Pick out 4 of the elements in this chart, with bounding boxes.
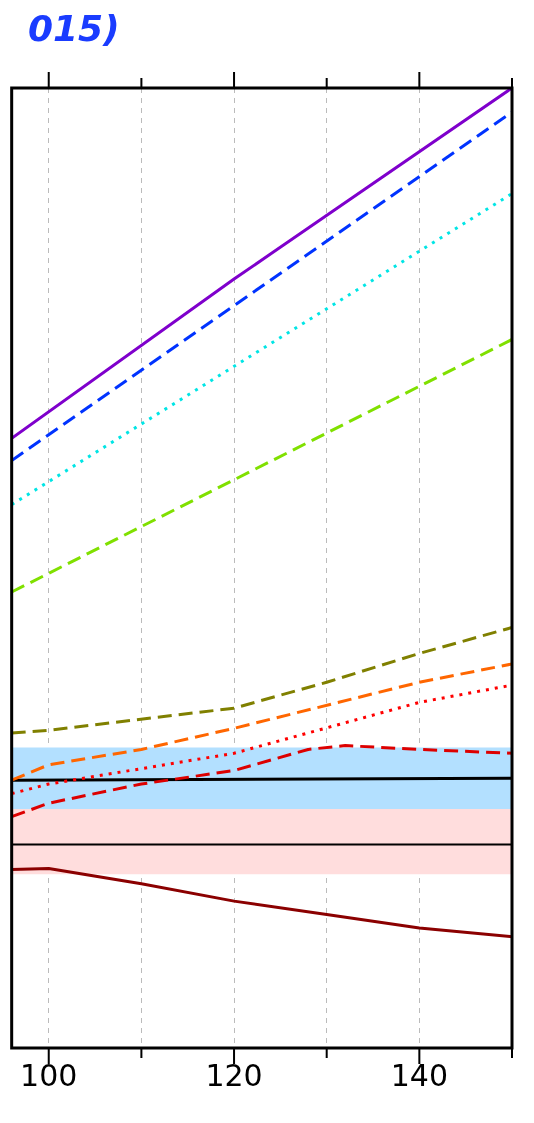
x-tick-label: 100 <box>20 1057 78 1093</box>
chart-title: 015) <box>27 8 121 51</box>
x-tick-label: 120 <box>205 1057 263 1093</box>
x-tick-label: 140 <box>390 1057 448 1093</box>
